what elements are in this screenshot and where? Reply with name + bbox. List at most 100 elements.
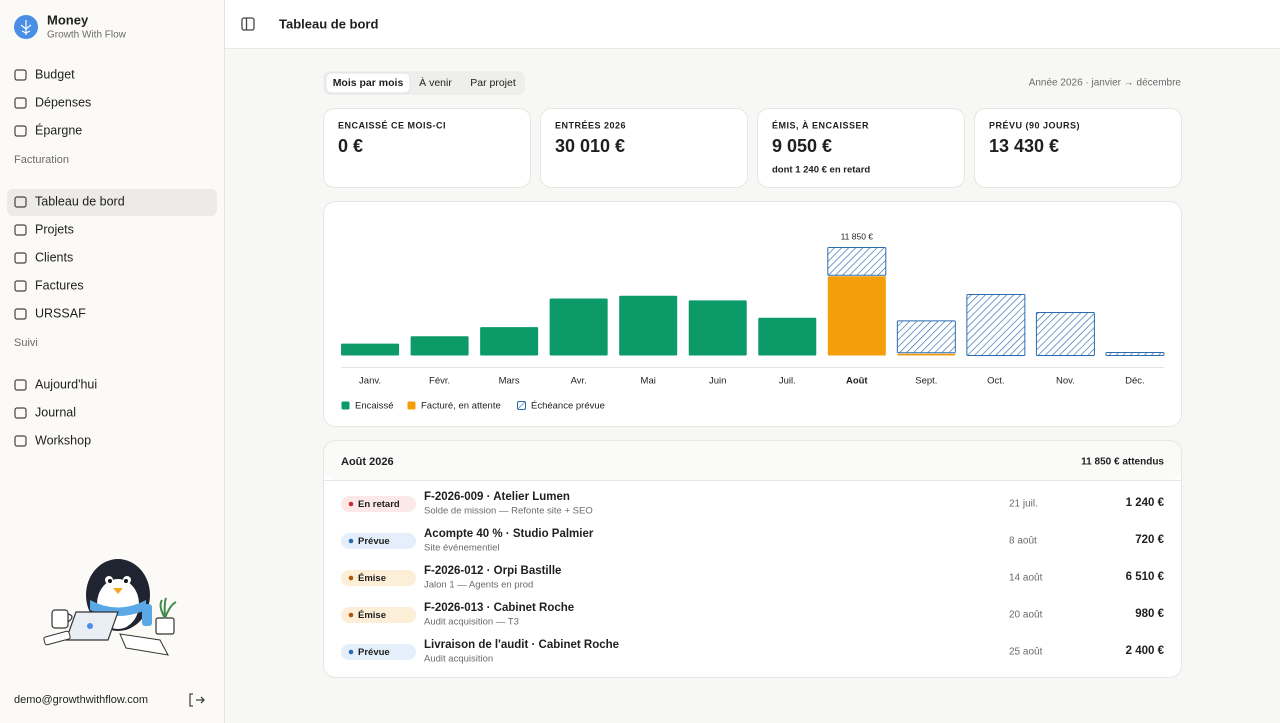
invoice-title[interactable]: F-2026-013 · Cabinet Roche [424, 602, 574, 614]
nav-icon [14, 224, 27, 236]
bar-segment [549, 298, 608, 356]
bar-segment [410, 336, 469, 356]
status-dot [348, 612, 354, 618]
legend-swatch [407, 401, 416, 410]
invoice-subtitle: Jalon 1 — Agents en prod [424, 580, 533, 591]
nav-item[interactable]: URSSAF [35, 306, 86, 320]
nav-active [7, 189, 217, 216]
nav-item[interactable]: Factures [35, 278, 84, 292]
sidebar-toggle[interactable] [241, 17, 255, 31]
period: Année 2026 · janvier → décembre [1029, 78, 1182, 89]
bar-segment [688, 300, 747, 356]
nav-icon [14, 252, 27, 264]
stat-label: ÉMIS, À ENCAISSER [772, 120, 869, 130]
nav-icon [14, 125, 27, 137]
invoice-amount: 1 240 € [1126, 497, 1165, 509]
stat-label: PRÉVU (90 JOURS) [989, 120, 1080, 130]
tab-active [325, 72, 411, 94]
page-title: Tableau de bord [279, 16, 378, 31]
nav-item[interactable]: Budget [35, 67, 75, 81]
invoice-title[interactable]: F-2026-009 · Atelier Lumen [424, 491, 570, 503]
nav-item[interactable]: Clients [35, 250, 73, 264]
chart: Janv. Févr. Mars Avr. Mai Juin Juil. 11 850 € Ao… [341, 231, 1165, 412]
logo-mark [20, 20, 32, 35]
x-tick-label: Oct. [987, 376, 1004, 387]
x-tick-label: Juil. [779, 376, 796, 387]
bar-segment [758, 317, 817, 356]
stat-value: 30 010 € [555, 136, 625, 156]
legend-label: Encaissé [355, 401, 394, 412]
invoice-date: 20 août [1009, 610, 1043, 621]
invoice-title[interactable]: Livraison de l'audit · Cabinet Roche [424, 639, 619, 651]
nav-icon [14, 407, 27, 419]
invoice-date: 21 juil. [1009, 499, 1038, 510]
stat-value: 9 050 € [772, 136, 832, 156]
legend-swatch [341, 401, 350, 410]
x-tick-label: Nov. [1056, 376, 1075, 387]
status-dot [348, 538, 354, 544]
nav-section: Suivi [14, 337, 38, 349]
status-badge [341, 607, 416, 623]
invoice-amount: 2 400 € [1126, 645, 1165, 657]
x-tick-label: Mars [499, 376, 520, 387]
legend-label: Échéance prévue [531, 401, 605, 412]
logout-button[interactable] [189, 693, 205, 707]
nav-icon [14, 308, 27, 320]
illustration [43, 559, 177, 656]
stat-value: 13 430 € [989, 136, 1059, 156]
status-dot [348, 649, 354, 655]
status-label: Émise [358, 573, 386, 584]
x-tick-label: Déc. [1125, 376, 1145, 387]
invoice-subtitle: Audit acquisition — T3 [424, 617, 519, 628]
x-tick-label: Avr. [571, 376, 587, 387]
user-email: demo@growthwithflow.com [14, 694, 148, 706]
nav-item[interactable]: Projets [35, 222, 74, 236]
invoice-list: En retard F-2026-009 · Atelier Lumen Solde… [341, 491, 1165, 665]
status-badge [341, 533, 416, 549]
nav-icon [14, 379, 27, 391]
nav-icon [14, 69, 27, 81]
stats: ENCAISSÉ CE MOIS-CI 0 € ENTRÉES 2026 30 010… [323, 108, 1182, 188]
nav-item[interactable]: Tableau de bord [35, 194, 125, 208]
x-tick-label: Mai [641, 376, 656, 387]
invoice-title[interactable]: F-2026-012 · Orpi Bastille [424, 565, 561, 577]
stat-card [323, 108, 531, 188]
status-label: En retard [358, 499, 400, 510]
tab[interactable]: Par projet [470, 77, 516, 89]
app-tagline: Growth With Flow [47, 30, 127, 41]
bar-segment [619, 295, 678, 356]
x-tick-label: Sept. [915, 376, 937, 387]
invoice-date: 25 août [1009, 647, 1043, 658]
status-badge [341, 496, 416, 512]
invoice-amount: 720 € [1135, 534, 1164, 546]
status-dot [348, 575, 354, 581]
stat-label: ENTRÉES 2026 [555, 120, 626, 130]
nav-item[interactable]: Épargne [35, 122, 82, 137]
header [225, 0, 1280, 48]
x-tick-label: Juin [709, 376, 726, 387]
status-badge [341, 644, 416, 660]
nav-item[interactable]: Dépenses [35, 95, 91, 109]
status-label: Prévue [358, 536, 390, 547]
invoice-subtitle: Audit acquisition [424, 654, 493, 665]
status-badge [341, 570, 416, 586]
invoice-title[interactable]: Acompte 40 % · Studio Palmier [424, 528, 594, 540]
nav-item[interactable]: Journal [35, 405, 76, 419]
stat-card [757, 108, 965, 188]
nav-icon [14, 280, 27, 292]
nav: Budget Dépenses Épargne Facturation Tableau … [7, 67, 217, 447]
bar-segment [1105, 352, 1165, 357]
x-tick-label: Août [846, 376, 868, 387]
nav-item[interactable]: Workshop [35, 433, 91, 447]
tab[interactable]: Mois par mois [333, 77, 404, 89]
nav-icon [14, 196, 27, 208]
nav-icon [14, 435, 27, 447]
nav-item[interactable]: Aujourd'hui [35, 377, 97, 391]
invoices-title: Août 2026 [341, 456, 394, 468]
stat-card [540, 108, 748, 188]
invoice-amount: 980 € [1135, 608, 1164, 620]
tab[interactable]: À venir [419, 76, 452, 89]
chart-card [323, 201, 1182, 427]
